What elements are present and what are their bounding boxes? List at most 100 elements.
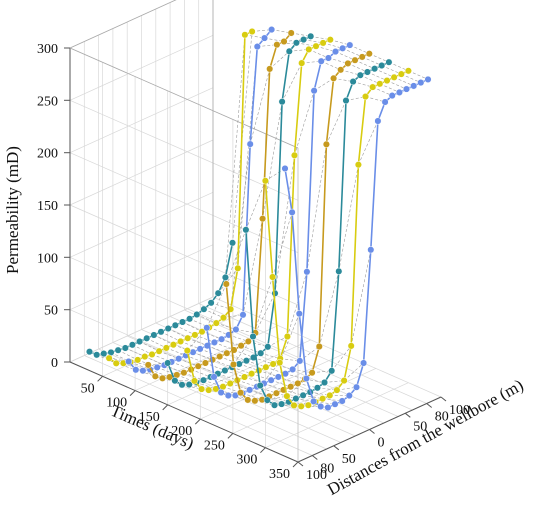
series-point xyxy=(319,39,327,47)
series-line xyxy=(284,78,429,409)
series-point xyxy=(151,372,159,380)
series-point xyxy=(240,373,249,381)
isoline-segment xyxy=(350,249,372,346)
series-point xyxy=(264,343,272,351)
series-point xyxy=(292,39,300,47)
series-point xyxy=(424,75,432,83)
time-tick-label: 150 xyxy=(139,410,160,425)
series-point xyxy=(242,357,250,365)
distance-tick-label: 100 xyxy=(449,403,470,418)
series-point xyxy=(344,59,352,67)
series-point xyxy=(200,305,208,313)
axis-frame xyxy=(69,0,177,49)
distance-tick-label: 50 xyxy=(342,452,356,467)
series-point xyxy=(93,351,101,359)
series-point xyxy=(289,365,297,373)
series-point xyxy=(317,402,325,411)
grid-line xyxy=(84,355,313,456)
series-point xyxy=(221,366,229,375)
series-point xyxy=(315,342,323,351)
series-point xyxy=(155,347,163,355)
series-point xyxy=(175,355,183,363)
series-point xyxy=(290,151,299,159)
series-point xyxy=(367,246,375,254)
series-point xyxy=(248,27,256,36)
isoline-segment xyxy=(225,34,246,278)
series-point xyxy=(196,345,204,353)
series-point xyxy=(352,383,361,391)
series-point xyxy=(281,164,289,173)
isoline-segment xyxy=(110,352,131,363)
series-point xyxy=(232,325,240,334)
series-point xyxy=(169,341,177,349)
series-point xyxy=(363,68,371,76)
isoline-segment xyxy=(299,346,320,362)
series-point xyxy=(105,354,113,362)
series-point xyxy=(184,334,192,342)
isoline-segment xyxy=(249,68,270,145)
series-point xyxy=(347,342,355,350)
series-point xyxy=(171,377,179,385)
series-point xyxy=(300,36,308,44)
series-point xyxy=(388,92,396,100)
isoline-segment xyxy=(274,155,295,294)
series-point xyxy=(112,359,120,367)
series-point xyxy=(326,391,334,399)
series-point xyxy=(312,42,320,50)
series-point xyxy=(143,334,151,342)
series-point xyxy=(164,324,172,333)
series-point xyxy=(320,378,329,387)
series-point xyxy=(144,361,152,369)
isoline-segment xyxy=(182,321,203,332)
series-point xyxy=(267,376,275,384)
isoline-segment xyxy=(265,168,286,182)
series-point xyxy=(280,37,288,46)
series-point xyxy=(199,376,208,384)
series-line xyxy=(108,30,253,365)
grid-line xyxy=(69,204,299,306)
series-point xyxy=(178,381,186,389)
series-point xyxy=(333,386,341,394)
series-point xyxy=(190,377,198,385)
series-point xyxy=(285,47,293,55)
isoline-segment xyxy=(379,83,400,93)
distance-tick-label: 80 xyxy=(435,410,449,425)
series-point xyxy=(310,397,318,405)
series-point xyxy=(361,93,370,101)
series-point xyxy=(319,395,327,403)
series-point xyxy=(237,342,245,350)
isoline-segment xyxy=(374,68,395,78)
series-point xyxy=(288,208,296,216)
series-point xyxy=(242,226,250,234)
series-point xyxy=(299,391,307,399)
series-point xyxy=(270,401,279,409)
distance-tick-label: 80 xyxy=(320,462,334,477)
isoline-segment xyxy=(153,334,174,345)
series-point xyxy=(178,318,187,326)
series-point xyxy=(121,344,129,352)
isoline-segment xyxy=(408,70,429,80)
distance-tick-label: 0 xyxy=(378,436,385,451)
series-point xyxy=(183,347,191,355)
isoline-segment xyxy=(360,74,380,85)
series-point xyxy=(326,36,334,44)
series-point xyxy=(397,70,405,78)
distance-tick-mark xyxy=(404,412,411,418)
series-point xyxy=(85,348,94,356)
series-point xyxy=(266,65,274,73)
isoline-segment xyxy=(321,60,341,71)
series-point xyxy=(171,321,179,329)
series-point xyxy=(244,396,252,404)
isoline-segment xyxy=(269,51,290,70)
series-point xyxy=(339,44,347,52)
distance-tick-label: 100 xyxy=(306,468,327,483)
isoline-segment xyxy=(230,144,251,310)
time-tick-mark xyxy=(260,447,266,454)
distance-tick-mark xyxy=(369,429,375,434)
isoline-segment xyxy=(281,62,302,102)
isoline-segment xyxy=(367,71,388,81)
series-point xyxy=(287,29,295,37)
isoline-segment xyxy=(206,283,227,328)
series-point xyxy=(402,85,411,93)
series-point xyxy=(234,264,242,272)
